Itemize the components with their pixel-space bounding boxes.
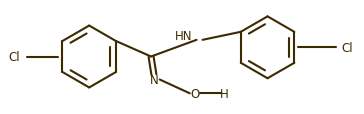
Text: H: H xyxy=(219,87,228,100)
Text: O: O xyxy=(190,87,199,100)
Text: Cl: Cl xyxy=(342,41,353,54)
Text: Cl: Cl xyxy=(9,51,20,63)
Text: HN: HN xyxy=(175,30,193,43)
Text: N: N xyxy=(150,73,159,86)
